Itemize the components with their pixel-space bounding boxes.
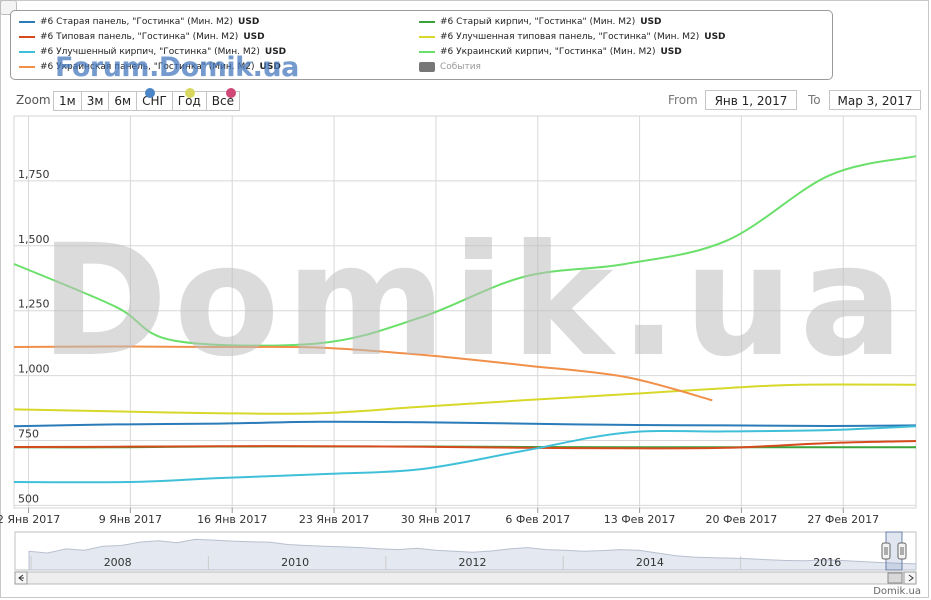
legend-unit-s6: USD	[259, 62, 281, 72]
y-tick-label: 1,000	[18, 363, 50, 376]
x-tick-label: 30 Янв 2017	[401, 513, 471, 526]
legend-item-events[interactable]: События	[419, 62, 481, 72]
legend-item-s0[interactable]: #6 Старая панель, "Гостинка" (Мин. М2) U…	[19, 17, 259, 27]
navigator-handle-0[interactable]	[881, 542, 891, 560]
zoom-buttons: 1м 3м 6м СНГ Год Все	[53, 91, 240, 111]
navigator: 2008 2010 2012 2014 2016	[14, 531, 917, 585]
plot-border	[13, 115, 917, 509]
from-date-input[interactable]: Янв 1, 2017	[705, 90, 797, 110]
series-line-5	[13, 155, 917, 347]
forum-watermark: Forum.Domik.ua	[55, 52, 299, 83]
legend-label-s1: #6 Старый кирпич, "Гостинка" (Мин. М2)	[440, 17, 636, 27]
series-layer	[13, 155, 917, 484]
x-tick-label: 20 Фев 2017	[706, 513, 778, 526]
grid-layer	[13, 115, 917, 509]
legend-label-s5: #6 Украинский кирпич, "Гостинка" (Мин. М…	[440, 47, 656, 57]
to-date-input[interactable]: Мар 3, 2017	[829, 90, 921, 110]
scrollbar-thumb[interactable]	[887, 572, 903, 584]
marker-dot-blue	[145, 88, 155, 98]
scrollbar-right-button[interactable]	[903, 571, 917, 585]
x-tick-label: 27 Фев 2017	[807, 513, 879, 526]
legend-unit-s2: USD	[243, 32, 265, 42]
series-line-4	[13, 425, 917, 484]
legend-label-s2: #6 Типовая панель, "Гостинка" (Мин. М2)	[40, 32, 239, 42]
legend-swatch-s3	[419, 36, 435, 38]
legend-unit-s5: USD	[660, 47, 682, 57]
x-tick-label: 2 Янв 2017	[0, 513, 60, 526]
legend-label-s6: #6 Украинская панель, "Гостинка" (Мин. М…	[40, 62, 255, 72]
legend-unit-s3: USD	[704, 32, 726, 42]
scroll-left-arrow-icon	[18, 574, 24, 582]
y-tick-label: 1,750	[18, 168, 50, 181]
y-tick-label: 1,500	[18, 233, 50, 246]
x-tick-label: 23 Янв 2017	[299, 513, 369, 526]
zoom-label: Zoom	[16, 93, 51, 107]
legend-item-s2[interactable]: #6 Типовая панель, "Гостинка" (Мин. М2) …	[19, 32, 265, 42]
navigator-handle-1[interactable]	[897, 542, 907, 560]
series-line-6	[13, 345, 713, 402]
series-line-2	[13, 440, 917, 450]
legend-swatch-s2	[19, 36, 35, 38]
zoom-button-3m[interactable]: 3м	[80, 91, 110, 111]
navigator-area	[28, 538, 917, 571]
legend-label-events: События	[440, 62, 481, 72]
legend-item-s3[interactable]: #6 Улучшенная типовая панель, "Гостинка"…	[419, 32, 726, 42]
legend-label-s3: #6 Улучшенная типовая панель, "Гостинка"…	[440, 32, 700, 42]
legend-item-s5[interactable]: #6 Украинский кирпич, "Гостинка" (Мин. М…	[419, 47, 682, 57]
axis-layer: 500 750 1,000 1,250 1,500 1,750 2 Янв 2017 9 Ян…	[0, 168, 879, 526]
legend-label-s0: #6 Старая панель, "Гостинка" (Мин. М2)	[40, 17, 234, 27]
legend-unit-s1: USD	[640, 17, 662, 27]
x-tick-label: 6 Фев 2017	[505, 513, 570, 526]
footer-credit: Domik.ua	[873, 586, 921, 597]
y-tick-label: 1,250	[18, 298, 50, 311]
legend-swatch-s0	[19, 21, 35, 23]
legend-swatch-s5	[419, 51, 435, 53]
legend-swatch-s6	[19, 66, 35, 68]
legend-item-s4[interactable]: #6 Улучшенный кирпич, "Гостинка" (Мин. М…	[19, 47, 286, 57]
navigator-year-label: 2014	[636, 556, 664, 569]
legend-swatch-events	[419, 62, 435, 72]
navigator-year-label: 2012	[459, 556, 487, 569]
x-tick-label: 9 Янв 2017	[99, 513, 162, 526]
legend: #6 Старая панель, "Гостинка" (Мин. М2) U…	[10, 10, 833, 80]
marker-dot-pink	[226, 88, 236, 98]
y-tick-label: 750	[18, 428, 39, 441]
legend-unit-s4: USD	[264, 47, 287, 57]
navigator-year-label: 2010	[281, 556, 309, 569]
x-tick-label: 16 Янв 2017	[197, 513, 267, 526]
series-line-3	[13, 383, 917, 415]
legend-item-s6[interactable]: #6 Украинская панель, "Гостинка" (Мин. М…	[19, 62, 281, 72]
x-tick-label: 13 Фев 2017	[604, 513, 676, 526]
y-tick-label: 500	[18, 492, 39, 505]
series-line-0	[13, 420, 917, 428]
from-label: From	[668, 93, 698, 107]
legend-swatch-s4	[19, 51, 35, 53]
navigator-year-label: 2016	[813, 556, 841, 569]
scrollbar-track[interactable]	[14, 571, 917, 585]
navigator-year-label: 2008	[104, 556, 132, 569]
zoom-button-year[interactable]: Год	[171, 91, 207, 111]
legend-swatch-s1	[419, 21, 435, 23]
legend-label-s4: #6 Улучшенный кирпич, "Гостинка" (Мин. М…	[40, 47, 260, 57]
legend-item-s1[interactable]: #6 Старый кирпич, "Гостинка" (Мин. М2) U…	[419, 17, 661, 27]
legend-unit-s0: USD	[238, 17, 260, 27]
scroll-right-arrow-icon	[908, 574, 914, 582]
marker-dot-yellow	[185, 88, 195, 98]
to-label: To	[808, 93, 821, 107]
